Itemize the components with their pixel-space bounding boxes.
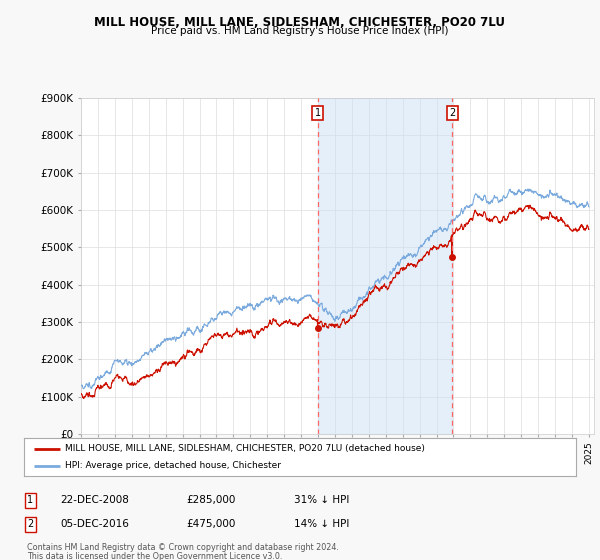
Text: Contains HM Land Registry data © Crown copyright and database right 2024.: Contains HM Land Registry data © Crown c… [27, 543, 339, 552]
Text: 1: 1 [27, 495, 33, 505]
Text: This data is licensed under the Open Government Licence v3.0.: This data is licensed under the Open Gov… [27, 552, 283, 560]
Text: 22-DEC-2008: 22-DEC-2008 [60, 495, 129, 505]
Text: 05-DEC-2016: 05-DEC-2016 [60, 519, 129, 529]
Text: 31% ↓ HPI: 31% ↓ HPI [294, 495, 349, 505]
Text: 2: 2 [449, 108, 455, 118]
Text: 14% ↓ HPI: 14% ↓ HPI [294, 519, 349, 529]
Text: £285,000: £285,000 [186, 495, 235, 505]
Text: MILL HOUSE, MILL LANE, SIDLESHAM, CHICHESTER, PO20 7LU: MILL HOUSE, MILL LANE, SIDLESHAM, CHICHE… [95, 16, 505, 29]
Text: Price paid vs. HM Land Registry's House Price Index (HPI): Price paid vs. HM Land Registry's House … [151, 26, 449, 36]
Text: 2: 2 [27, 519, 33, 529]
Text: HPI: Average price, detached house, Chichester: HPI: Average price, detached house, Chic… [65, 461, 281, 470]
Text: 1: 1 [314, 108, 320, 118]
Text: MILL HOUSE, MILL LANE, SIDLESHAM, CHICHESTER, PO20 7LU (detached house): MILL HOUSE, MILL LANE, SIDLESHAM, CHICHE… [65, 444, 425, 453]
Text: £475,000: £475,000 [186, 519, 235, 529]
